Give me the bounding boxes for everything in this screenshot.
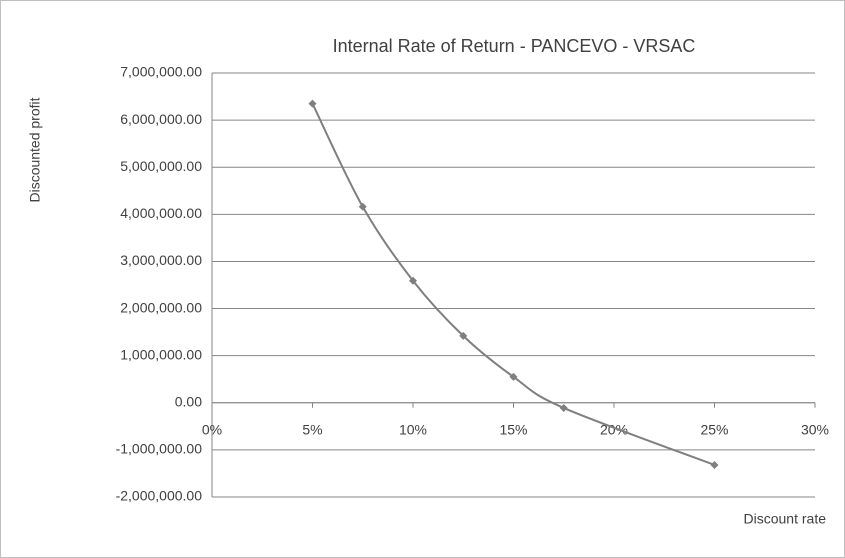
x-tick-label: 0% <box>202 421 222 437</box>
point-marker <box>710 460 719 469</box>
x-tick-label: 30% <box>801 421 829 437</box>
point-marker <box>358 202 367 211</box>
y-tick-label: 4,000,000.00 <box>120 205 202 221</box>
y-tick-label: 2,000,000.00 <box>120 299 202 315</box>
point-marker <box>509 372 518 381</box>
y-tick-label: 1,000,000.00 <box>120 346 202 362</box>
x-tick-label: 15% <box>499 421 527 437</box>
x-axis-title: Discount rate <box>744 511 827 527</box>
y-tick-label: 0.00 <box>175 393 202 409</box>
y-tick-label: -1,000,000.00 <box>116 441 203 457</box>
x-tick-label: 10% <box>399 421 427 437</box>
point-marker <box>409 276 417 285</box>
point-marker <box>459 331 468 340</box>
y-axis-title: Discounted profit <box>27 97 43 202</box>
y-tick-label: -2,000,000.00 <box>116 488 203 504</box>
y-tick-label: 5,000,000.00 <box>120 158 202 174</box>
x-tick-label: 25% <box>700 421 728 437</box>
point-marker <box>308 99 317 108</box>
point-marker <box>559 403 568 412</box>
y-tick-label: 3,000,000.00 <box>120 252 202 268</box>
y-tick-label: 7,000,000.00 <box>120 64 202 80</box>
y-tick-label: 6,000,000.00 <box>120 111 202 127</box>
chart-title: Internal Rate of Return - PANCEVO - VRSA… <box>333 36 696 56</box>
x-tick-label: 5% <box>302 421 322 437</box>
